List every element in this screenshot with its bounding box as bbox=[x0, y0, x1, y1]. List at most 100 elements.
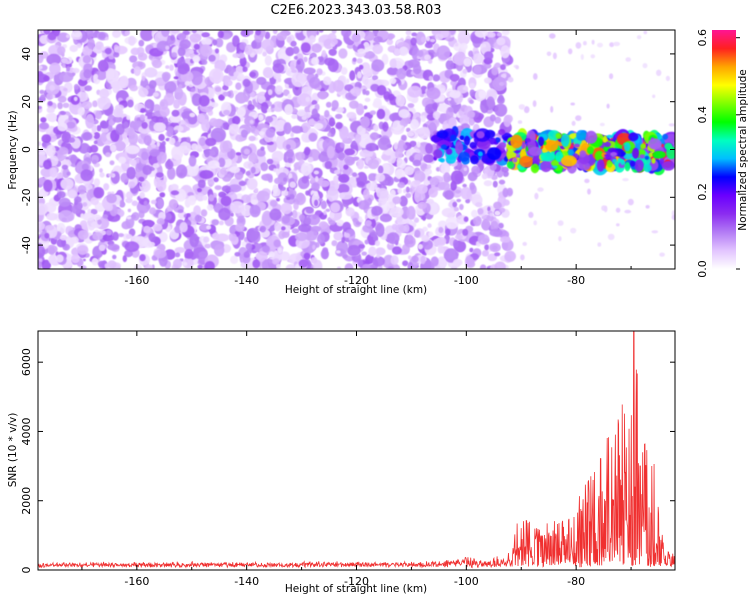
heatmap-blob bbox=[486, 214, 494, 222]
heatmap-blob bbox=[288, 172, 293, 180]
heatmap-blob bbox=[272, 258, 280, 265]
heatmap-blob bbox=[158, 231, 168, 243]
heatmap-blob bbox=[434, 33, 444, 41]
heatmap-blob bbox=[208, 194, 215, 202]
heatmap-blob bbox=[428, 58, 433, 64]
heatmap-blob bbox=[285, 264, 297, 269]
heatmap-blob bbox=[351, 140, 357, 146]
heatmap-blob bbox=[476, 131, 485, 139]
heatmap-blob bbox=[470, 155, 479, 165]
heatmap-blob bbox=[201, 59, 208, 65]
heatmap-blob bbox=[186, 137, 191, 143]
heatmap-blob bbox=[371, 75, 379, 81]
heatmap-blob bbox=[295, 151, 306, 161]
heatmap-blob bbox=[583, 41, 587, 46]
heatmap-blob bbox=[48, 113, 57, 123]
heatmap-blob bbox=[222, 91, 229, 97]
heatmap-blob bbox=[104, 202, 113, 212]
heatmap-blob bbox=[325, 208, 331, 212]
heatmap-blob bbox=[351, 86, 362, 97]
heatmap-blob bbox=[77, 230, 89, 240]
heatmap-blob bbox=[264, 31, 271, 40]
heatmap-blob bbox=[232, 53, 240, 58]
heatmap-blob bbox=[494, 252, 501, 257]
heatmap-blob bbox=[272, 101, 285, 112]
heatmap-blob bbox=[305, 206, 314, 214]
heatmap-blob bbox=[124, 30, 130, 36]
heatmap-blob bbox=[459, 114, 470, 126]
colorbar-ticks: 0.0 0.2 0.4 0.6 bbox=[696, 29, 740, 278]
heatmap-blob bbox=[38, 203, 48, 216]
heatmap-blob bbox=[218, 191, 227, 198]
heatmap-blob bbox=[139, 191, 145, 199]
heatmap-blob bbox=[210, 127, 226, 143]
heatmap-blob bbox=[284, 83, 289, 89]
heatmap-blob bbox=[164, 212, 172, 221]
heatmap-blob bbox=[131, 212, 140, 221]
heatmap-blob bbox=[107, 243, 120, 251]
heatmap-blob bbox=[140, 108, 146, 113]
colorbar-label: Normalized spectral amplitude bbox=[737, 69, 749, 230]
heatmap-blob bbox=[261, 39, 275, 51]
heatmap-blob bbox=[255, 30, 261, 36]
heatmap-blob bbox=[112, 254, 117, 260]
heatmap-blob bbox=[362, 263, 370, 269]
heatmap-blob bbox=[262, 245, 270, 253]
heatmap-blob bbox=[420, 36, 426, 43]
heatmap-blob bbox=[233, 90, 239, 95]
heatmap-blob bbox=[331, 240, 338, 247]
heatmap-blob bbox=[444, 190, 454, 200]
heatmap-blob bbox=[221, 185, 231, 193]
heatmap-blob bbox=[173, 76, 179, 80]
heatmap-blob bbox=[625, 57, 631, 62]
heatmap-blob bbox=[298, 259, 309, 268]
snr-y-ticks: 0 2000 4000 6000 bbox=[20, 348, 675, 574]
heatmap-blob bbox=[152, 92, 159, 97]
heatmap-blob bbox=[436, 130, 449, 139]
heatmap-blob bbox=[46, 212, 58, 221]
heatmap-blob bbox=[375, 173, 386, 182]
heatmap-blob bbox=[652, 150, 666, 159]
heatmap-blob bbox=[139, 254, 146, 262]
heatmap-blob bbox=[437, 140, 450, 148]
heatmap-blob bbox=[143, 200, 148, 207]
heatmap-blob bbox=[483, 180, 493, 187]
heatmap-blob bbox=[273, 239, 281, 248]
heatmap-blob bbox=[87, 208, 91, 214]
heatmap-blob bbox=[77, 202, 83, 210]
heatmap-blob bbox=[358, 218, 364, 223]
heatmap-blob bbox=[463, 57, 472, 67]
heatmap-blob bbox=[196, 148, 203, 152]
heatmap-blob bbox=[175, 164, 188, 179]
heatmap-blob bbox=[362, 67, 373, 78]
heatmap-blob bbox=[214, 86, 222, 93]
heatmap-blob bbox=[366, 182, 378, 191]
heatmap-blob bbox=[177, 46, 186, 57]
heatmap-blob bbox=[389, 58, 398, 69]
heatmap-blob bbox=[634, 159, 644, 172]
heatmap-blob bbox=[468, 116, 476, 126]
heatmap-blob bbox=[388, 93, 395, 101]
heatmap-blob bbox=[406, 205, 416, 220]
heatmap-blob bbox=[257, 95, 266, 104]
heatmap-blob bbox=[656, 69, 662, 77]
heatmap-blob bbox=[281, 190, 290, 197]
heatmap-blob bbox=[506, 161, 515, 169]
heatmap-blob bbox=[357, 259, 364, 267]
heatmap-blob bbox=[268, 251, 275, 258]
heatmap-blob bbox=[498, 179, 506, 185]
heatmap-blob bbox=[144, 99, 155, 109]
heatmap-blob bbox=[457, 84, 469, 94]
heatmap-blob bbox=[233, 71, 239, 77]
snr-series-line bbox=[38, 331, 675, 569]
heatmap-blob bbox=[57, 46, 66, 55]
heatmap-blob bbox=[627, 198, 634, 206]
heatmap-blob bbox=[250, 166, 256, 174]
heatmap-blob bbox=[57, 122, 68, 132]
heatmap-blob bbox=[304, 112, 312, 119]
heatmap-blob bbox=[456, 198, 462, 203]
heatmap-blob bbox=[620, 159, 625, 166]
heatmap-blob bbox=[275, 263, 281, 269]
heatmap-blob bbox=[121, 221, 131, 230]
heatmap-blob bbox=[254, 187, 259, 193]
